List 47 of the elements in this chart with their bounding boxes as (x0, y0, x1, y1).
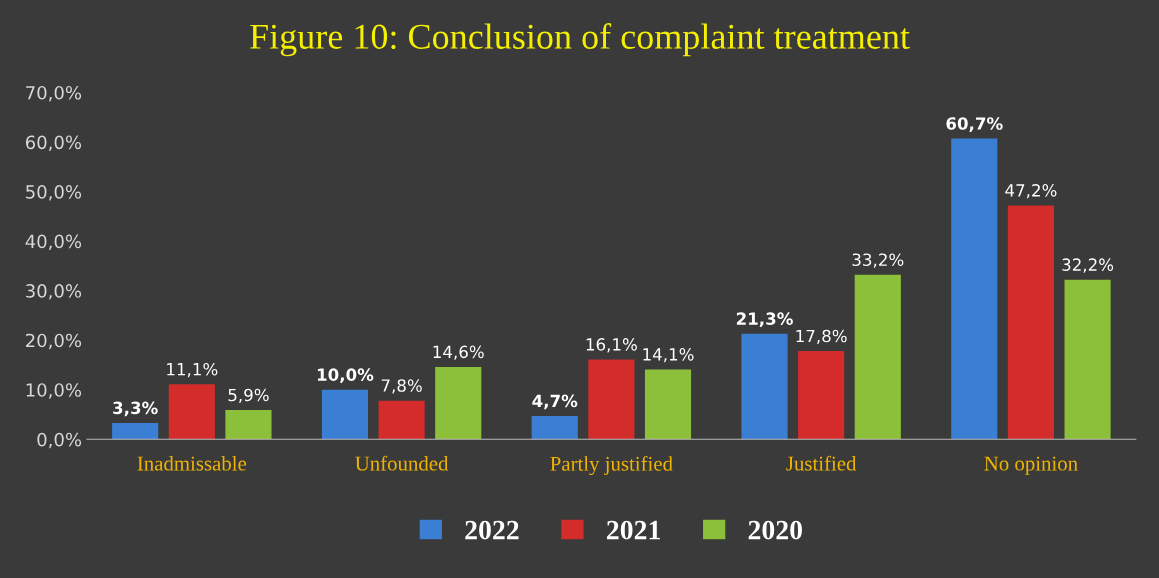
x-tick-label: Inadmissable (137, 455, 247, 471)
data-label: 21,3% (736, 312, 793, 328)
y-tick-label: 30,0% (26, 284, 82, 300)
data-label: 11,1% (167, 362, 218, 378)
data-label: 47,2% (1005, 184, 1057, 199)
data-label: 7,8% (381, 379, 422, 394)
x-tick-label: Unfounded (355, 455, 449, 471)
y-tick-label: 10,0% (26, 383, 82, 399)
x-tick-label: Justified (786, 455, 857, 471)
y-tick-label: 20,0% (26, 333, 82, 350)
bar (378, 400, 425, 440)
bar (854, 274, 901, 440)
data-label: 32,2% (1062, 258, 1114, 273)
data-label: 10,0% (317, 368, 374, 384)
x-tick-label: Partly justified (550, 455, 673, 476)
data-label: 33,2% (852, 253, 904, 268)
bar (644, 369, 692, 440)
chart-title: Figure 10: Conclusion of complaint treatment (250, 23, 910, 57)
bar (1007, 205, 1055, 440)
bar (798, 351, 845, 440)
data-label: 14,1% (643, 348, 694, 363)
bar (435, 366, 482, 440)
legend-label: 2020 (748, 520, 802, 540)
x-tick-label: No opinion (984, 456, 1078, 475)
bar (225, 410, 272, 440)
y-tick-label: 0,0% (37, 432, 82, 449)
legend-label: 2021 (606, 520, 660, 540)
bar (112, 422, 159, 440)
data-label: 14,6% (433, 345, 484, 360)
bar (588, 359, 635, 440)
bar (321, 389, 369, 440)
data-label: 16,1% (586, 338, 637, 353)
data-label: 5,9% (228, 388, 269, 403)
data-label: 17,8% (796, 329, 847, 345)
y-tick-label: 70,0% (26, 85, 82, 102)
bar (951, 138, 998, 440)
bar (168, 384, 215, 440)
bar (531, 415, 578, 440)
y-tick-label: 40,0% (25, 234, 82, 251)
data-label: 60,7% (946, 117, 1003, 132)
data-label: 4,7% (532, 394, 578, 410)
y-tick-label: 60,0% (25, 135, 82, 151)
bar (741, 333, 788, 440)
data-label: 3,3% (113, 401, 158, 417)
bar (1064, 279, 1111, 440)
legend-label: 2022 (465, 520, 519, 540)
y-tick-label: 50,0% (26, 185, 82, 201)
